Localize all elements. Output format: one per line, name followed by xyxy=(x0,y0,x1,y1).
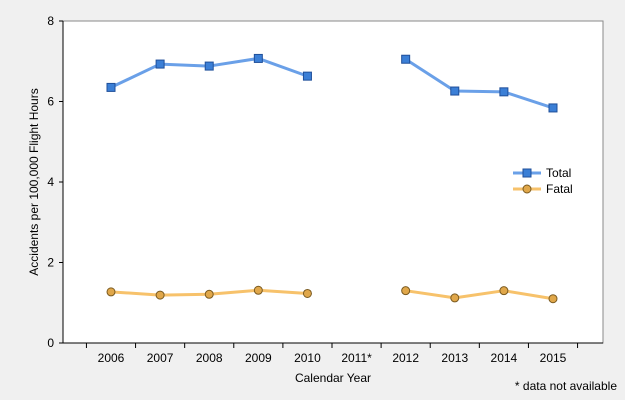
footnote: * data not available xyxy=(515,379,617,393)
series-total xyxy=(106,53,558,113)
legend-item-total: Total xyxy=(513,166,571,180)
y-tick-label: 8 xyxy=(47,14,54,28)
y-tick-label: 6 xyxy=(47,95,54,109)
series-fatal xyxy=(106,285,558,304)
data-point-total xyxy=(499,87,509,97)
legend-marker xyxy=(522,168,532,178)
x-axis-title: Calendar Year xyxy=(295,371,371,385)
y-axis-ticks: 0 2 4 6 8 xyxy=(47,14,63,350)
series-line-fatal xyxy=(405,289,554,301)
x-tick-label: 2013 xyxy=(441,351,468,365)
plot-area xyxy=(62,20,604,344)
data-point-fatal xyxy=(450,293,460,303)
x-tick-label: 2008 xyxy=(196,351,223,365)
data-point-fatal xyxy=(204,289,214,299)
data-point-total xyxy=(155,59,165,69)
data-point-fatal xyxy=(253,285,263,295)
data-point-total xyxy=(253,53,263,63)
series-layer xyxy=(106,53,558,304)
data-point-total xyxy=(106,82,116,92)
legend-label: Fatal xyxy=(546,182,573,196)
x-tick-label: 2015 xyxy=(540,351,567,365)
x-tick-label: 2006 xyxy=(98,351,125,365)
series-line-total xyxy=(404,57,554,110)
data-point-fatal xyxy=(499,286,509,296)
data-point-fatal xyxy=(548,294,558,304)
y-tick-label: 2 xyxy=(47,256,54,270)
data-point-fatal xyxy=(401,286,411,296)
data-point-total xyxy=(548,103,558,113)
x-tick-label: 2007 xyxy=(147,351,174,365)
legend: Total Fatal xyxy=(513,166,573,196)
y-tick-label: 4 xyxy=(47,175,54,189)
data-point-total xyxy=(204,61,214,71)
legend-marker xyxy=(522,184,532,194)
x-tick-label: 2014 xyxy=(491,351,518,365)
x-tick-label: 2010 xyxy=(294,351,321,365)
y-tick-label: 0 xyxy=(47,336,54,350)
legend-item-fatal: Fatal xyxy=(513,182,573,196)
x-axis-ticks: 2006 2007 2008 2009 2010 2011* 2012 2013 2014 201… xyxy=(85,343,579,365)
data-point-fatal xyxy=(302,288,312,298)
data-point-total xyxy=(401,54,411,64)
y-axis-title: Accidents per 100,000 Flight Hours xyxy=(27,88,41,275)
legend-label: Total xyxy=(546,166,571,180)
data-point-fatal xyxy=(106,287,116,297)
x-tick-label: 2009 xyxy=(245,351,272,365)
data-point-fatal xyxy=(155,290,165,300)
data-point-total xyxy=(450,86,460,96)
x-tick-label: 2011* xyxy=(341,351,372,365)
data-point-total xyxy=(302,71,312,81)
x-tick-label: 2012 xyxy=(392,351,419,365)
